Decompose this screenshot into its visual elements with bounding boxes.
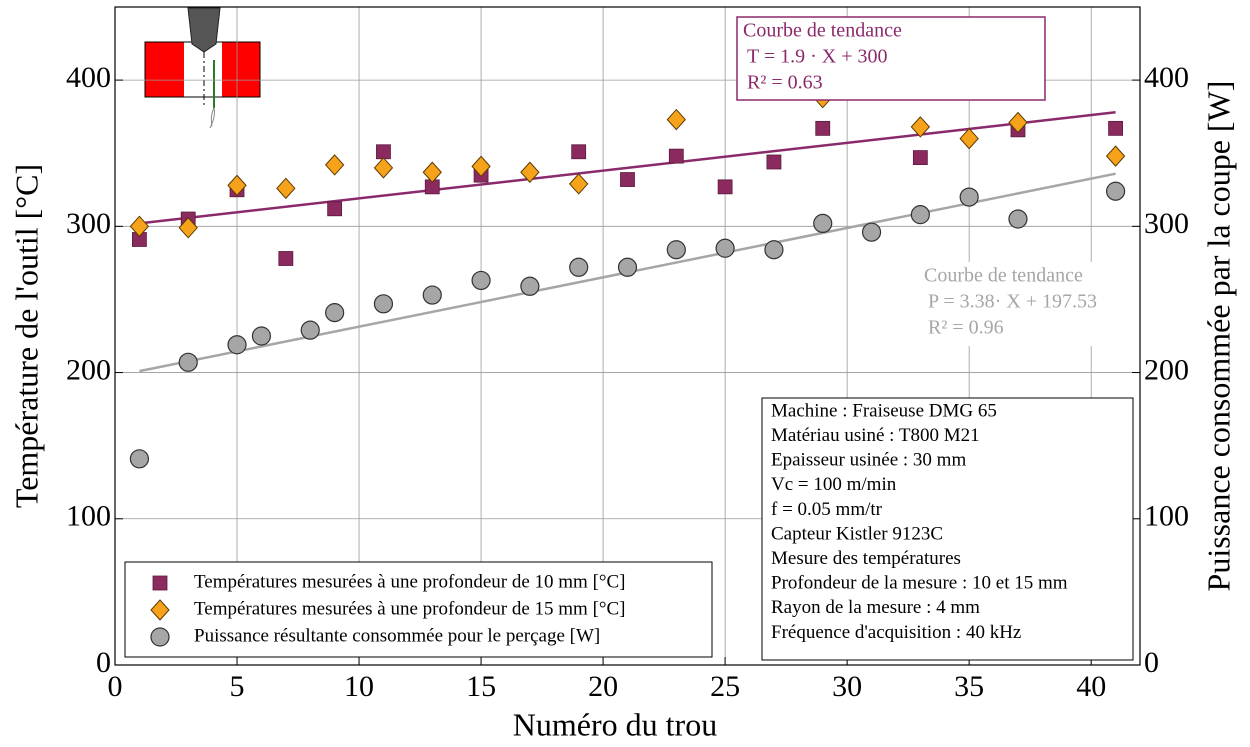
info-text: Vc = 100 m/min	[771, 474, 897, 495]
square-point	[766, 154, 782, 170]
circle-point	[1105, 181, 1126, 201]
diamond-point	[227, 174, 247, 197]
circle-point	[520, 276, 540, 296]
x-tick-label: 20	[588, 670, 618, 703]
diamond-point	[276, 177, 296, 200]
legend-marker	[150, 599, 170, 621]
circle-point	[471, 270, 491, 291]
diamond-point	[422, 161, 442, 183]
square-point	[668, 148, 684, 164]
plot-frame	[114, 6, 1141, 666]
circle-point	[227, 335, 247, 355]
diamond-point	[471, 155, 491, 178]
y-axis-label: Température de l'outil [°C]	[8, 164, 44, 508]
square-point	[815, 120, 831, 136]
annotation-box	[918, 262, 1130, 346]
x-tick-label: 10	[344, 670, 374, 703]
x-tick-label: 25	[710, 670, 740, 703]
info-text: Capteur Kistler 9123C	[771, 523, 943, 544]
diamond-point	[910, 116, 931, 138]
legend-label: Puissance résultante consommée pour le p…	[194, 625, 600, 646]
info-text: Epaisseur usinée : 30 mm	[771, 450, 966, 471]
circle-point	[251, 326, 272, 346]
legend-marker	[150, 627, 170, 647]
square-point	[620, 172, 635, 187]
annotation-box	[736, 16, 1046, 101]
x-tick-label: 0	[108, 670, 123, 703]
info-box	[761, 397, 1134, 661]
diamond-point	[1105, 145, 1126, 167]
circle-point	[422, 285, 442, 305]
legend-marker	[152, 575, 168, 591]
info-text: Matériau usiné : T800 M21	[771, 425, 980, 446]
circle-point	[715, 238, 735, 258]
annotation-text: Courbe de tendance	[743, 20, 902, 42]
square-point	[327, 201, 343, 217]
y-tick-label: 300	[66, 207, 111, 240]
y2-tick-label: 200	[1144, 353, 1189, 386]
y2-tick-label: 0	[1144, 646, 1159, 679]
x-tick-label: 15	[466, 670, 496, 703]
info-text: f = 0.05 mm/tr	[771, 499, 883, 520]
y-tick-label: 200	[66, 353, 111, 386]
circle-point	[1008, 209, 1028, 229]
legend-label: Températures mesurées à une profondeur d…	[194, 598, 626, 619]
legend-label: Températures mesurées à une profondeur d…	[194, 571, 626, 592]
circle-point	[569, 257, 589, 277]
circle-point	[813, 213, 833, 234]
diamond-point	[569, 173, 589, 195]
diamond-point	[129, 215, 150, 238]
circle-point	[325, 303, 345, 323]
diamond-point	[178, 217, 198, 239]
info-text: Machine : Fraiseuse DMG 65	[771, 400, 997, 421]
info-text: Fréquence d'acquisition : 40 kHz	[771, 622, 1021, 643]
info-text: Mesure des températures	[771, 548, 961, 569]
y-tick-label: 400	[66, 61, 111, 94]
x-tick-label: 5	[230, 670, 245, 703]
diamond-point	[520, 161, 540, 183]
x-axis-label: Numéro du trou	[513, 706, 717, 742]
diamond-point	[666, 108, 686, 131]
square-point	[912, 150, 928, 166]
y2-tick-label: 400	[1144, 61, 1189, 94]
x-tick-label: 30	[832, 670, 862, 703]
y-tick-label: 100	[66, 500, 111, 533]
square-point	[1108, 120, 1123, 136]
y2-axis-label: Puissance consommée par la coupe [W]	[1200, 81, 1236, 592]
diamond-point	[959, 127, 979, 150]
info-text: Profondeur de la mesure : 10 et 15 mm	[771, 573, 1068, 594]
info-text: Rayon de la mesure : 4 mm	[771, 597, 980, 618]
circle-point	[617, 257, 638, 277]
annotation-text: R² = 0.96	[928, 317, 1004, 339]
annotation-text: P = 3.38· X + 197.53	[928, 291, 1097, 313]
circle-point	[129, 449, 150, 469]
y-tick-label: 0	[96, 646, 111, 679]
annotation-text: R² = 0.63	[747, 72, 823, 94]
y2-tick-label: 100	[1144, 500, 1189, 533]
circle-point	[373, 294, 394, 314]
x-tick-label: 35	[954, 670, 984, 703]
square-point	[571, 144, 587, 160]
square-point	[278, 251, 294, 266]
annotation-text: Courbe de tendance	[924, 265, 1083, 287]
diamond-point	[1008, 111, 1028, 134]
circle-point	[300, 320, 320, 340]
circle-point	[861, 222, 882, 242]
circle-point	[910, 205, 930, 225]
legend-box	[124, 561, 713, 658]
diamond-point	[324, 154, 345, 176]
trendline	[139, 111, 1116, 225]
circle-point	[959, 187, 979, 207]
x-tick-label: 40	[1076, 670, 1106, 703]
circle-point	[764, 240, 784, 260]
circle-point	[178, 352, 198, 372]
circle-point	[666, 240, 686, 260]
diamond-point	[373, 157, 394, 179]
annotation-text: T = 1.9 · X + 300	[747, 46, 888, 68]
y2-tick-label: 300	[1144, 207, 1189, 240]
square-point	[717, 179, 733, 195]
square-point	[376, 144, 391, 160]
inset-icon	[144, 7, 261, 129]
